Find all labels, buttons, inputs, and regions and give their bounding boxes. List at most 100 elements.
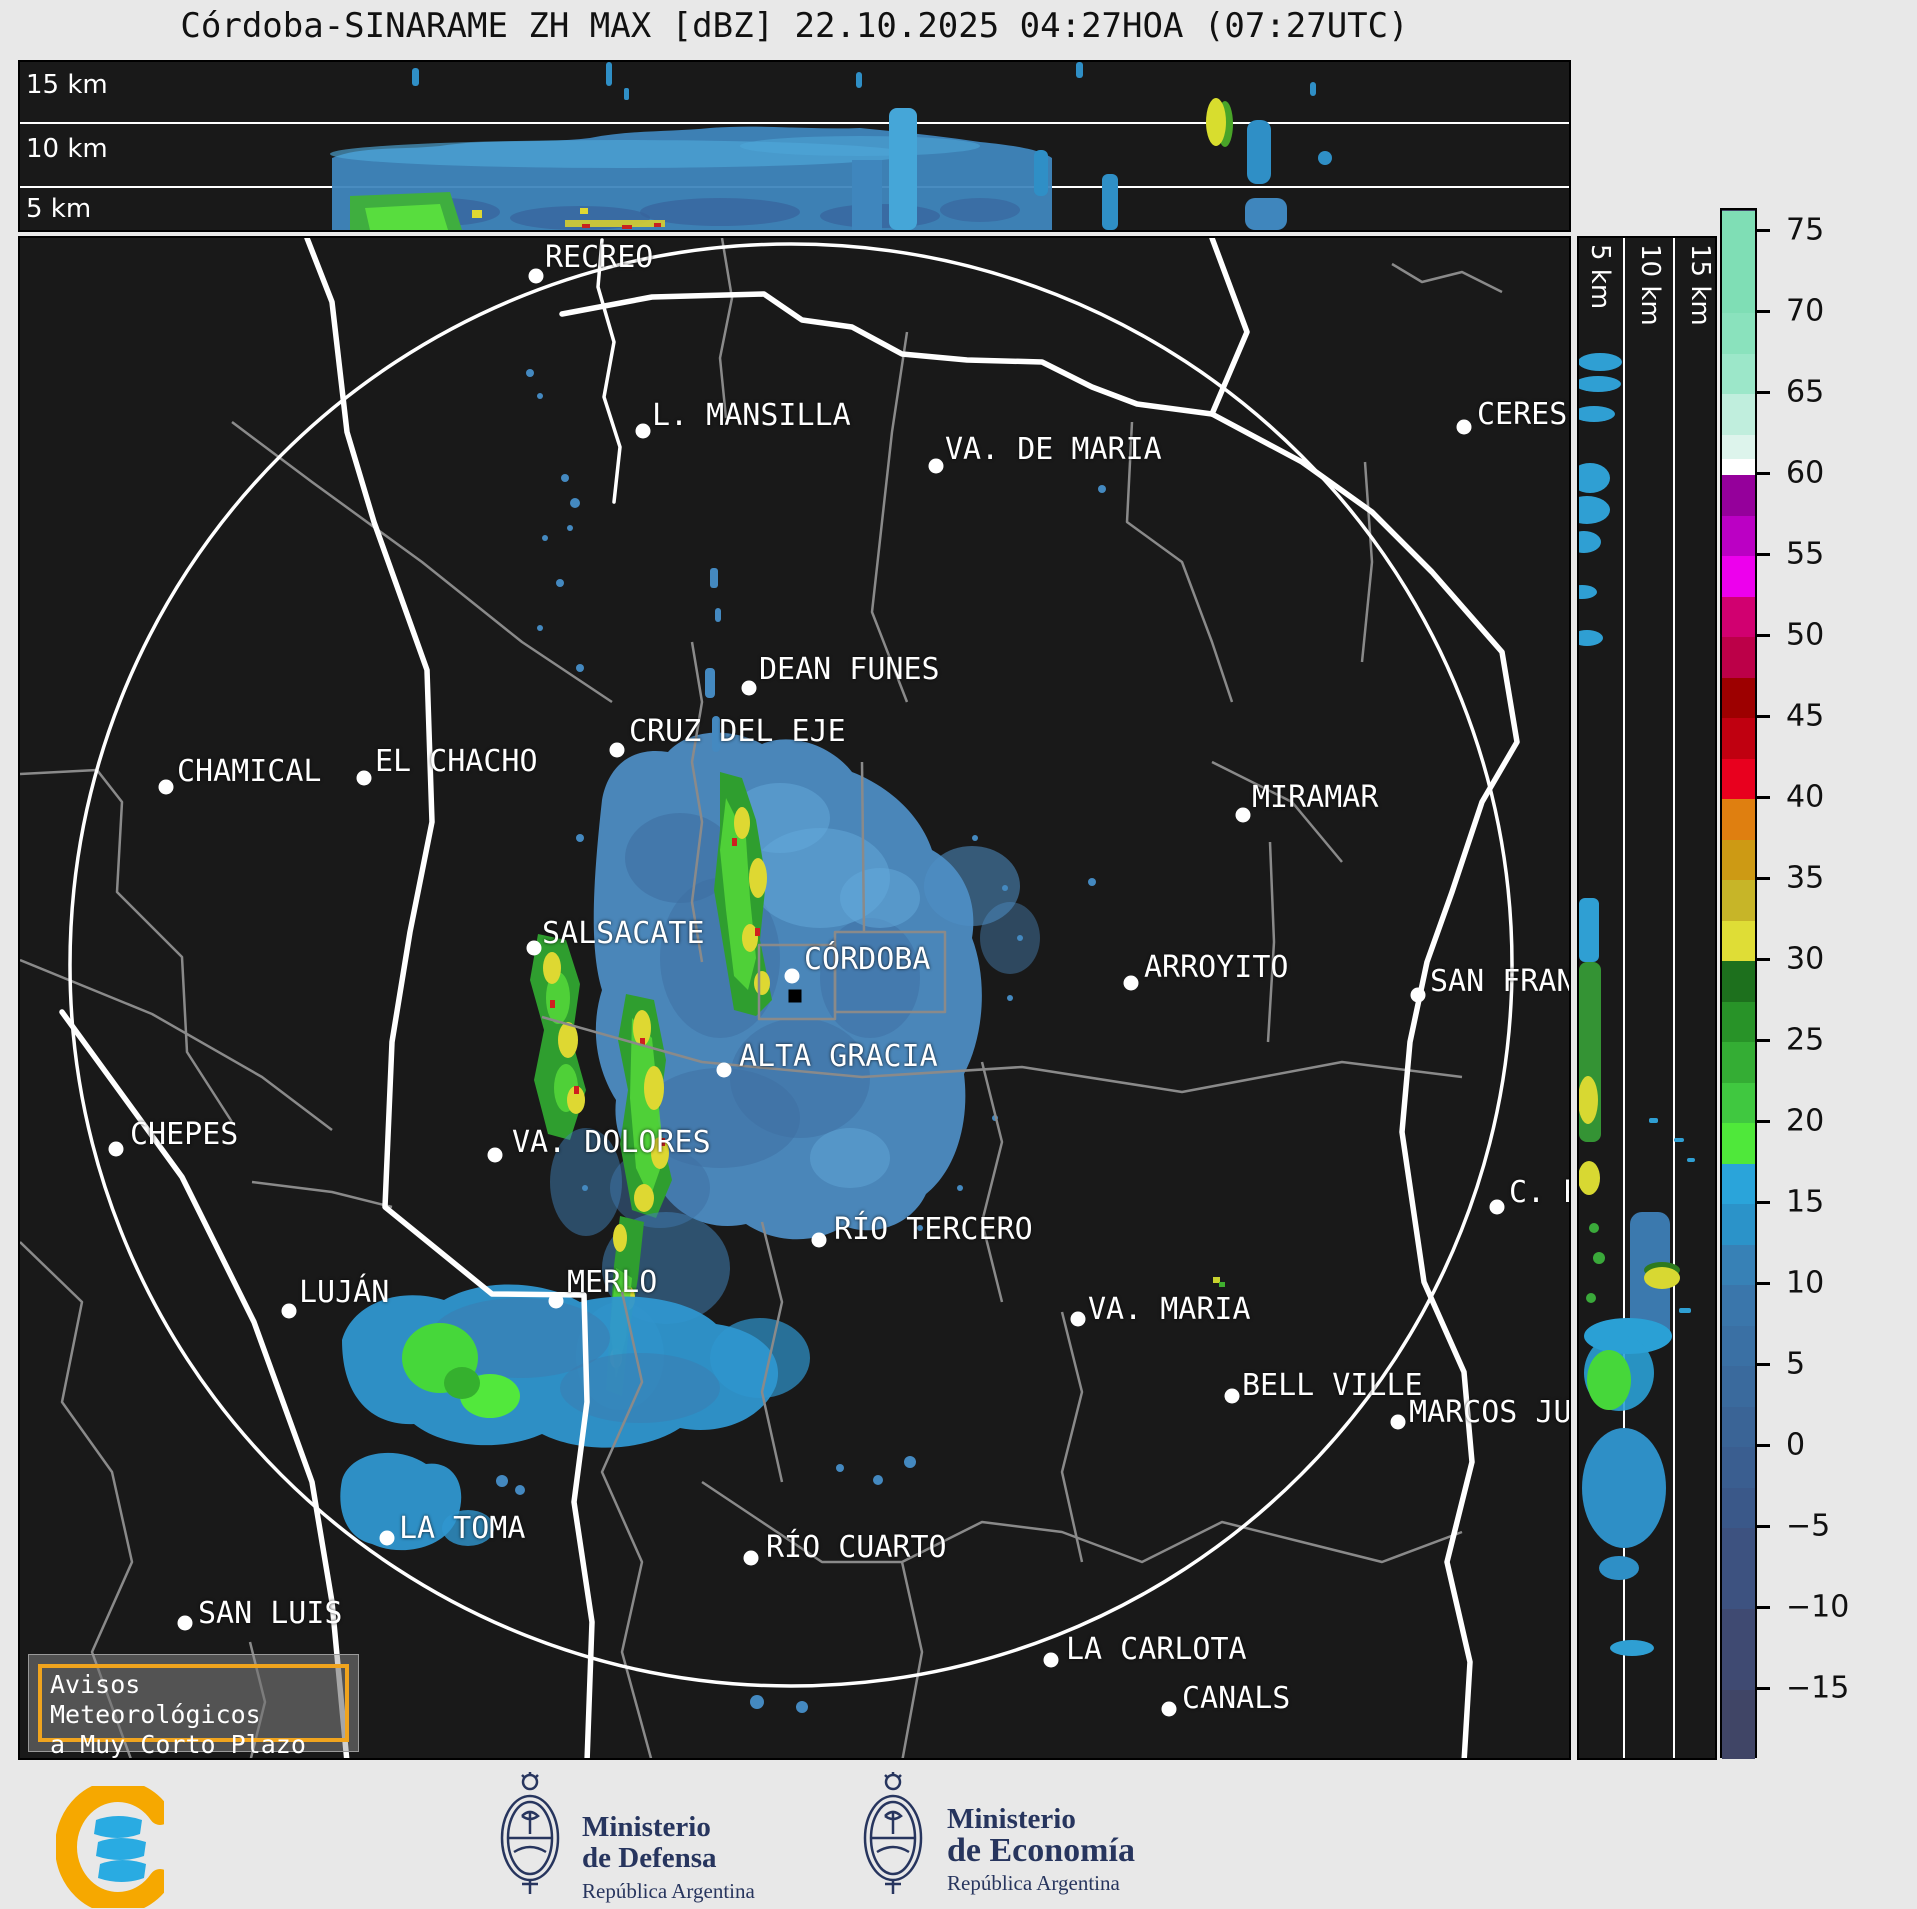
city-dot	[108, 1141, 124, 1157]
city-label: VA. DOLORES	[512, 1125, 711, 1160]
colorbar-segment	[1722, 1609, 1755, 1691]
colorbar-segment	[1722, 1163, 1755, 1205]
city-label: SALSACATE	[542, 916, 705, 951]
colorbar-segment	[1722, 1204, 1755, 1246]
city-dot	[1410, 987, 1426, 1003]
colorbar-segment	[1722, 1244, 1755, 1286]
colorbar-tick	[1757, 1039, 1770, 1042]
colorbar-tick-label: 5	[1786, 1346, 1806, 1382]
city-label: CHAMICAL	[177, 754, 322, 789]
colorbar-tick	[1757, 1282, 1770, 1285]
city-dot	[487, 1147, 503, 1163]
colorbar-tick	[1757, 553, 1770, 556]
colorbar-segment	[1722, 637, 1755, 679]
city-dot	[548, 1293, 564, 1309]
city-label: RÍO CUARTO	[766, 1530, 947, 1565]
city-dot	[1070, 1311, 1086, 1327]
colorbar-tick	[1757, 796, 1770, 799]
colorbar-tick-label: 45	[1786, 698, 1825, 734]
colorbar-segment	[1722, 1123, 1755, 1165]
city-label: LA TOMA	[399, 1511, 526, 1546]
city-label: LUJÁN	[299, 1275, 390, 1310]
side-altitude-label-10km: 10 km	[1635, 244, 1665, 326]
colorbar-tick-label: 70	[1786, 293, 1825, 329]
colorbar-segment	[1722, 718, 1755, 760]
altitude-line-5km-v	[1623, 238, 1625, 1758]
city-dot	[1161, 1701, 1177, 1717]
colorbar-tick-label: 75	[1786, 212, 1825, 248]
colorbar-tick-label: −15	[1786, 1670, 1850, 1706]
colorbar-tick-label: 60	[1786, 455, 1825, 491]
colorbar-tick-label: 10	[1786, 1265, 1825, 1301]
colorbar-tick-label: 0	[1786, 1427, 1806, 1463]
city-label: DEAN FUNES	[759, 652, 940, 687]
city-dot	[1235, 807, 1251, 823]
city-label: CHEPES	[130, 1117, 239, 1152]
colorbar-segment	[1722, 596, 1755, 638]
colorbar-segment	[1722, 758, 1755, 800]
city-label: CERES	[1477, 397, 1568, 432]
economia-coat-of-arms-icon	[863, 1772, 923, 1894]
defensa-line1: Ministerio	[582, 1811, 711, 1843]
colorbar-tick-label: 25	[1786, 1022, 1825, 1058]
city-dot	[1456, 419, 1472, 435]
colorbar-tick	[1757, 472, 1770, 475]
colorbar-tick	[1757, 958, 1770, 961]
colorbar-segment	[1722, 556, 1755, 598]
colorbar-segment	[1722, 1325, 1755, 1367]
colorbar-segment	[1722, 961, 1755, 1003]
city-dot	[379, 1530, 395, 1546]
colorbar-tick-label: −5	[1786, 1508, 1831, 1544]
colorbar-tick-label: 55	[1786, 536, 1825, 572]
colorbar-segment	[1722, 1528, 1755, 1610]
altitude-label-5km: 5 km	[26, 194, 92, 224]
top-cross-section-echoes	[330, 62, 1332, 230]
city-label: CRUZ DEL EJE	[629, 714, 846, 749]
city-dot	[281, 1303, 297, 1319]
colorbar-tick	[1757, 1363, 1770, 1366]
economia-line1: Ministerio	[947, 1803, 1076, 1835]
city-dot	[635, 423, 651, 439]
warning-notice-box[interactable]: Avisos Meteorológicos a Muy Corto Plazo	[28, 1654, 359, 1758]
colorbar-segment	[1722, 1082, 1755, 1124]
city-label: VA. MARIA	[1088, 1292, 1251, 1327]
economia-sub: República Argentina	[947, 1871, 1120, 1895]
colorbar-tick	[1757, 634, 1770, 637]
altitude-line-10km-v	[1673, 238, 1675, 1758]
side-altitude-label-5km: 5 km	[1585, 244, 1615, 310]
city-label: EL CHACHO	[375, 744, 538, 779]
colorbar-segment	[1722, 1690, 1755, 1759]
city-dot	[1390, 1414, 1406, 1430]
warning-notice-line1: Avisos Meteorológicos	[50, 1670, 261, 1729]
city-label: BELL VILLE	[1242, 1368, 1423, 1403]
colorbar-segment	[1722, 353, 1755, 395]
colorbar-segment	[1722, 458, 1755, 476]
city-label: ALTA GRACIA	[739, 1039, 938, 1074]
smn-logo-icon	[56, 1786, 164, 1908]
colorbar-segment	[1722, 1001, 1755, 1043]
colorbar-tick-label: −10	[1786, 1589, 1850, 1625]
colorbar-tick	[1757, 877, 1770, 880]
city-dot	[928, 458, 944, 474]
colorbar-segment	[1722, 1406, 1755, 1448]
city-label: VA. DE MARIA	[945, 432, 1162, 467]
city-dot	[1043, 1652, 1059, 1668]
radar-map-layers	[20, 238, 1520, 1758]
city-dot	[1224, 1388, 1240, 1404]
side-cross-section-panel: 5 km 10 km 15 km	[1577, 236, 1717, 1760]
radar-site-marker	[788, 989, 802, 1003]
city-dot	[743, 1550, 759, 1566]
colorbar-tick-label: 35	[1786, 860, 1825, 896]
colorbar-tick	[1757, 229, 1770, 232]
colorbar-segment	[1722, 313, 1755, 355]
colorbar-segment	[1722, 434, 1755, 460]
colorbar-segment	[1722, 1285, 1755, 1327]
city-label: SAN LUIS	[198, 1596, 343, 1631]
altitude-line-10km	[20, 122, 1569, 124]
side-altitude-label-15km: 15 km	[1685, 244, 1715, 326]
colorbar-tick-label: 20	[1786, 1103, 1825, 1139]
city-dot	[811, 1232, 827, 1248]
city-label: ARROYITO	[1144, 950, 1289, 985]
page-title: Córdoba-SINARAME ZH MAX [dBZ] 22.10.2025…	[180, 6, 1409, 46]
